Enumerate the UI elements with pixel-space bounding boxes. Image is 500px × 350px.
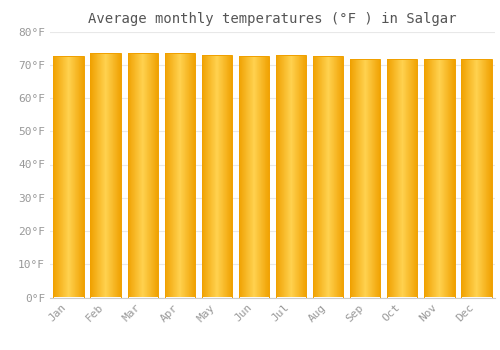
Bar xyxy=(90,53,121,298)
Bar xyxy=(54,56,84,298)
Bar xyxy=(424,60,454,298)
Title: Average monthly temperatures (°F ) in Salgar: Average monthly temperatures (°F ) in Sa… xyxy=(88,12,457,26)
Bar xyxy=(350,59,380,298)
Bar xyxy=(128,53,158,298)
Bar xyxy=(313,56,344,298)
Bar xyxy=(164,53,195,298)
Bar xyxy=(276,55,306,298)
Bar xyxy=(462,60,492,298)
Bar xyxy=(202,55,232,298)
Bar xyxy=(387,59,418,298)
Bar xyxy=(239,56,269,298)
